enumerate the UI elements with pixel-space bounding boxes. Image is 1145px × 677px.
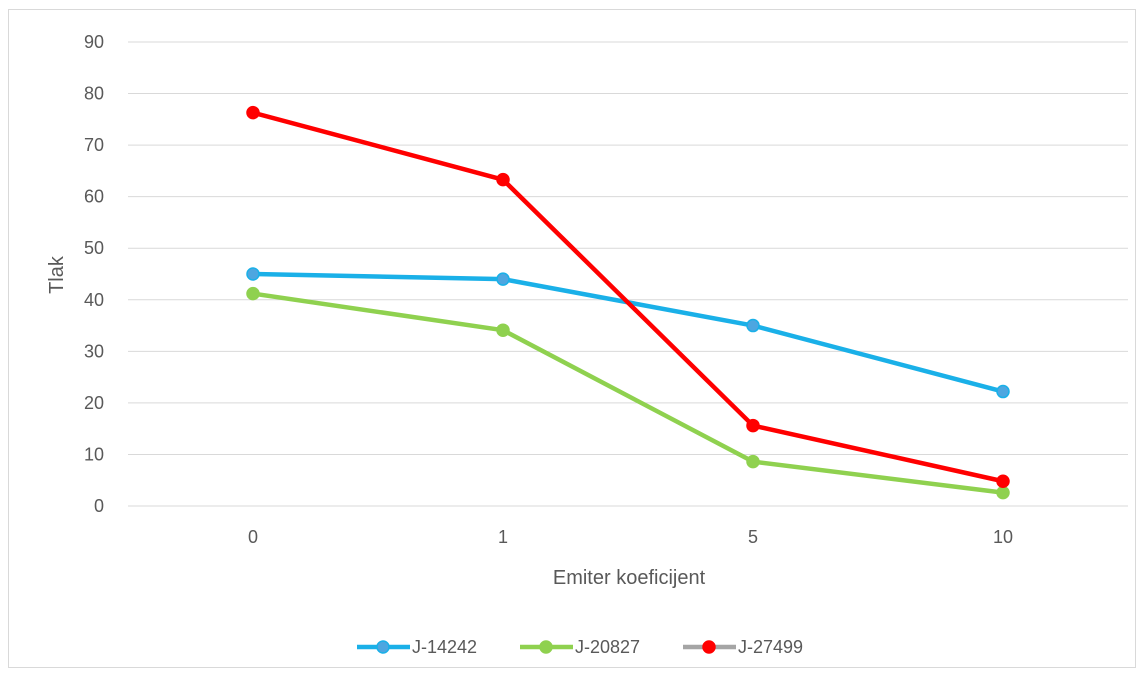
x-tick-label: 10 bbox=[993, 527, 1013, 547]
data-point-J-14242-1 bbox=[496, 272, 510, 286]
chart-frame bbox=[8, 9, 1136, 668]
series-lines bbox=[250, 110, 1006, 495]
y-tick-labels: 0 10 20 30 40 50 60 70 80 90 bbox=[84, 32, 104, 516]
legend-swatch-marker bbox=[376, 640, 390, 654]
y-axis-title: Tlak bbox=[46, 255, 68, 294]
y-tick-label: 50 bbox=[84, 238, 104, 258]
legend-swatch-marker bbox=[702, 640, 716, 654]
data-point-J-20827-1 bbox=[496, 323, 510, 337]
y-tick-label: 20 bbox=[84, 393, 104, 413]
y-tick-label: 60 bbox=[84, 187, 104, 207]
legend-swatch-marker bbox=[539, 640, 553, 654]
y-tick-label: 70 bbox=[84, 135, 104, 155]
y-tick-label: 80 bbox=[84, 84, 104, 104]
data-point-J-14242-5 bbox=[746, 318, 760, 333]
x-tick-label: 1 bbox=[498, 527, 508, 547]
data-point-J-27499-0 bbox=[246, 105, 260, 120]
data-point-J-27499-1 bbox=[496, 172, 510, 187]
data-point-J-20827-5 bbox=[746, 454, 760, 469]
legend: J-14242 J-20827 J-27499 bbox=[357, 637, 803, 657]
x-tick-label: 5 bbox=[748, 527, 758, 547]
y-tick-label: 30 bbox=[84, 341, 104, 361]
data-point-J-27499-10 bbox=[996, 474, 1010, 489]
data-point-J-20827-0 bbox=[246, 286, 260, 301]
y-tick-label: 90 bbox=[84, 32, 104, 52]
data-point-J-14242-0 bbox=[246, 267, 260, 281]
series-markers bbox=[246, 105, 1010, 500]
y-tick-label: 10 bbox=[84, 444, 104, 464]
series-line-J-14242 bbox=[250, 271, 1006, 394]
x-tick-label: 0 bbox=[248, 527, 258, 547]
x-axis-title: Emiter koeficijent bbox=[553, 567, 706, 589]
grid-lines bbox=[128, 41, 1128, 507]
x-tick-labels: 0 1 5 10 bbox=[248, 527, 1013, 547]
legend-label: J-20827 bbox=[575, 637, 640, 657]
series-line-J-20827 bbox=[250, 291, 1006, 495]
data-point-J-20827-10 bbox=[996, 485, 1010, 500]
y-tick-label: 0 bbox=[94, 496, 104, 516]
series-line-J-27499 bbox=[250, 110, 1006, 484]
y-tick-label: 40 bbox=[84, 290, 104, 310]
data-point-J-27499-5 bbox=[746, 418, 760, 433]
legend-label: J-14242 bbox=[412, 637, 477, 657]
legend-label: J-27499 bbox=[738, 637, 803, 657]
data-point-J-14242-10 bbox=[996, 384, 1010, 399]
